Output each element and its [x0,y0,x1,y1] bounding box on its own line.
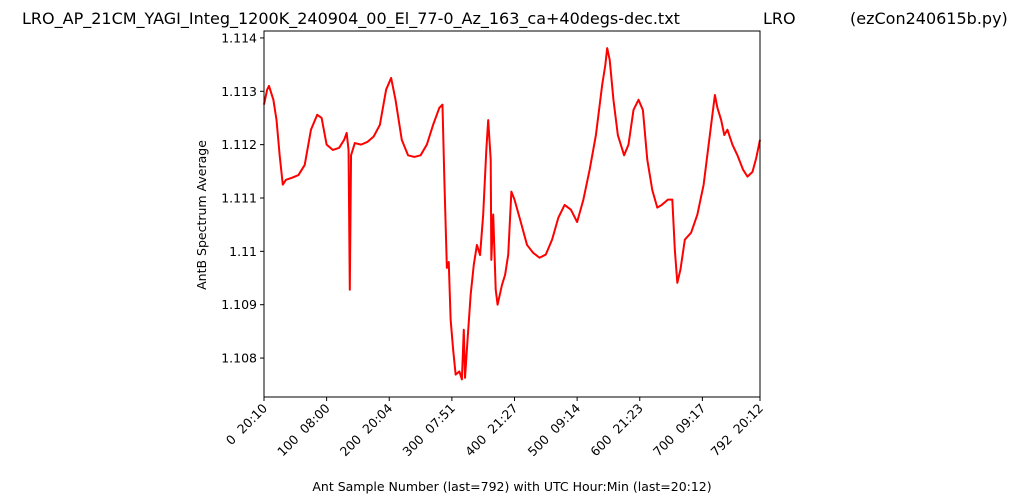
x-tick-label: 200 20:04 [337,400,396,459]
chart-title-right: (ezCon240615b.py) [850,9,1008,28]
x-tick-label: 100 08:00 [274,400,333,459]
x-tick-label: 0 20:10 [223,400,270,447]
y-axis-label: AntB Spectrum Average [194,140,209,290]
chart-title: LRO_AP_21CM_YAGI_Integ_1200K_240904_00_E… [22,9,680,29]
x-tick-label: 300 07:51 [399,401,458,460]
x-tick-label: 500 09:14 [525,400,584,459]
data-line [263,47,761,381]
y-tick-label: 1.109 [221,297,257,312]
x-tick-label: 400 21:27 [462,401,521,460]
y-tick-label: 1.108 [221,351,257,366]
y-tick-label: 1.111 [221,190,257,205]
y-tick-label: 1.112 [221,137,257,152]
x-axis-label: Ant Sample Number (last=792) with UTC Ho… [312,479,711,494]
x-tick-label: 600 21:23 [587,401,646,460]
x-tick-label: 700 09:17 [650,401,709,460]
chart-title-middle: LRO [763,9,796,28]
y-tick-label: 1.11 [229,244,257,259]
x-tick-label: 792 20:12 [708,401,767,460]
plot-frame [263,30,761,398]
y-tick-label: 1.114 [221,30,257,45]
y-tick-label: 1.113 [221,84,257,99]
